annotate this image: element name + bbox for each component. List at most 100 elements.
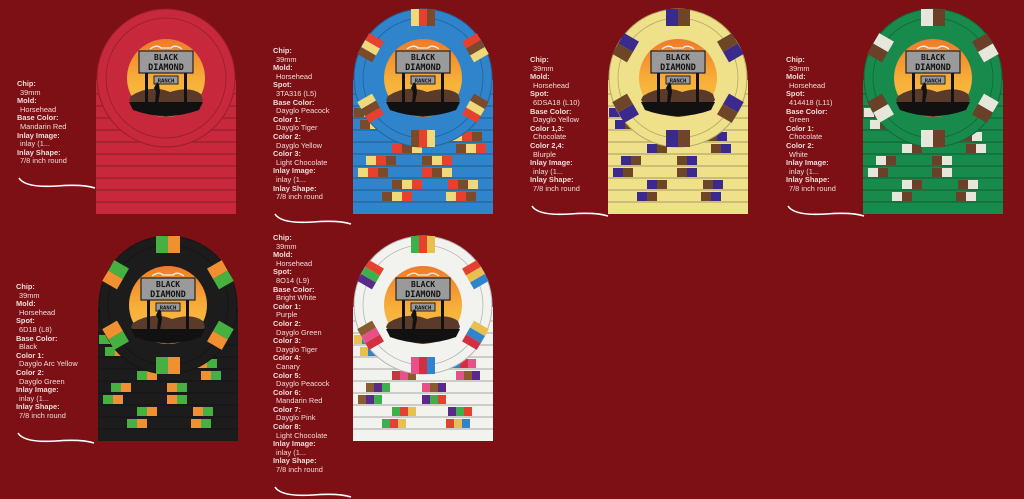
- spec-value: Purple: [276, 310, 298, 320]
- chip-edge-spot: [402, 144, 412, 153]
- spec-label: Spot:: [786, 89, 805, 99]
- chip-edge-spot: [657, 144, 667, 153]
- chip-edge-spot: [422, 168, 432, 177]
- spec-label: Color 8:: [273, 422, 301, 432]
- chip-edge-spot: [446, 419, 454, 428]
- spec-label: Spot:: [273, 80, 292, 90]
- spec-value: Dayglo Tiger: [276, 344, 318, 354]
- logo-black: BLACK: [154, 53, 178, 62]
- chip-edge-spot: [193, 407, 203, 416]
- chip-edge-spot: [422, 383, 430, 392]
- logo-black: BLACK: [411, 280, 435, 289]
- chip-edge-spot: [402, 180, 412, 189]
- chip-edge-spot: [868, 168, 878, 177]
- chip-edge-spot: [368, 168, 378, 177]
- chip-edge-spot: [870, 120, 880, 129]
- chip-edge-spot: [448, 180, 458, 189]
- spec-value: Dayglo Arc Yellow: [19, 359, 78, 369]
- logo-diamond: DIAMOND: [405, 290, 441, 300]
- chip-edge-spot: [408, 407, 416, 416]
- spec-label: Base Color:: [17, 113, 59, 123]
- spec-value: inlay (1...: [276, 447, 306, 457]
- spec-label: Mold:: [273, 63, 293, 73]
- chip-spec-green: Chip: 39mm Mold: Horsehead Spot: 414418 (L11)…: [786, 55, 866, 218]
- chip-edge-spot: [647, 144, 657, 153]
- inlay-sign: [395, 277, 451, 301]
- chip-edge-spot: [105, 347, 115, 356]
- chip-edge-spot: [147, 407, 157, 416]
- spec-value: Black: [19, 342, 38, 352]
- chip-edge-spot: [360, 347, 368, 356]
- inlay-ground: [129, 102, 203, 116]
- spec-label: Chip:: [530, 55, 549, 64]
- cowboy-silhouette-icon: [411, 82, 417, 103]
- chip-edge-spot: [466, 144, 476, 153]
- cowboy-silhouette-icon: [411, 309, 417, 330]
- chip-edge-spot: [717, 132, 727, 141]
- chip-edge-spot: [615, 120, 625, 129]
- chip-edge-spot: [462, 132, 472, 141]
- chip-edge-spot: [892, 192, 902, 201]
- spec-value: 39mm: [19, 290, 40, 300]
- chip-edge-spot: [902, 144, 912, 153]
- spec-value: 39mm: [276, 54, 297, 64]
- spec-label: Inlay Image:: [273, 439, 316, 449]
- logo-ranch: RANCH: [670, 79, 687, 85]
- inlay-sign: [650, 50, 706, 74]
- chip-edge-spot: [392, 144, 402, 153]
- chip-edge-spot: [376, 156, 386, 165]
- chip-edge-spot: [378, 168, 388, 177]
- spec-value: Horsehead: [789, 80, 826, 90]
- chip-edge-spot: [358, 168, 368, 177]
- spec-value: 7/8 inch round: [789, 183, 836, 193]
- chip-edge-spot: [382, 383, 390, 392]
- inlay-ground: [386, 102, 460, 116]
- chip-face-spot: [207, 320, 234, 350]
- chip-edge-spot: [912, 180, 922, 189]
- chip-face-spot: [921, 9, 945, 26]
- spec-label: Color 1:: [786, 123, 814, 133]
- swoosh-decoration: [17, 432, 95, 444]
- chip-edge-spot: [932, 168, 942, 177]
- chip-edge-spot: [468, 180, 478, 189]
- spec-label: Inlay Image:: [530, 158, 573, 168]
- chip-edge-spot: [448, 407, 456, 416]
- chip-edge-spot: [456, 144, 466, 153]
- spec-value: Dayglo Tiger: [276, 123, 318, 133]
- swoosh-decoration: [531, 205, 609, 217]
- chip-face-spot: [921, 130, 945, 147]
- spec-label: Mold:: [530, 72, 550, 82]
- longhorn-icon: [406, 272, 440, 277]
- spec-value: Blurple: [533, 149, 557, 159]
- spec-value: Green: [789, 115, 810, 125]
- chip-edge-spot: [382, 419, 390, 428]
- logo-black: BLACK: [666, 53, 690, 62]
- chip-edge-spot: [464, 371, 472, 380]
- spec-label: Inlay Shape:: [786, 175, 830, 185]
- chip-edge-spot: [408, 371, 416, 380]
- chip-edge-spot: [201, 419, 211, 428]
- chip-edge-spot: [472, 371, 480, 380]
- chip-edge-spot: [942, 156, 952, 165]
- spec-value: Dayglo Yellow: [533, 115, 580, 125]
- chip-face-spot: [972, 93, 999, 123]
- spec-value: 414418 (L11): [789, 97, 833, 107]
- spec-label: Mold:: [17, 96, 37, 106]
- chip-edge-spot: [460, 359, 468, 368]
- chip-face-spot: [102, 320, 129, 350]
- spec-label: Inlay Image:: [273, 166, 316, 176]
- chip-edge-spot: [422, 395, 430, 404]
- chip-edge-spot: [392, 180, 402, 189]
- chip-edge-spot: [422, 156, 432, 165]
- chip-edge-spot: [701, 192, 711, 201]
- spec-label: Color 5:: [273, 370, 301, 380]
- chip-edge-spot: [167, 383, 177, 392]
- inlay-sign: [138, 50, 194, 74]
- chip-face-spot: [357, 93, 384, 123]
